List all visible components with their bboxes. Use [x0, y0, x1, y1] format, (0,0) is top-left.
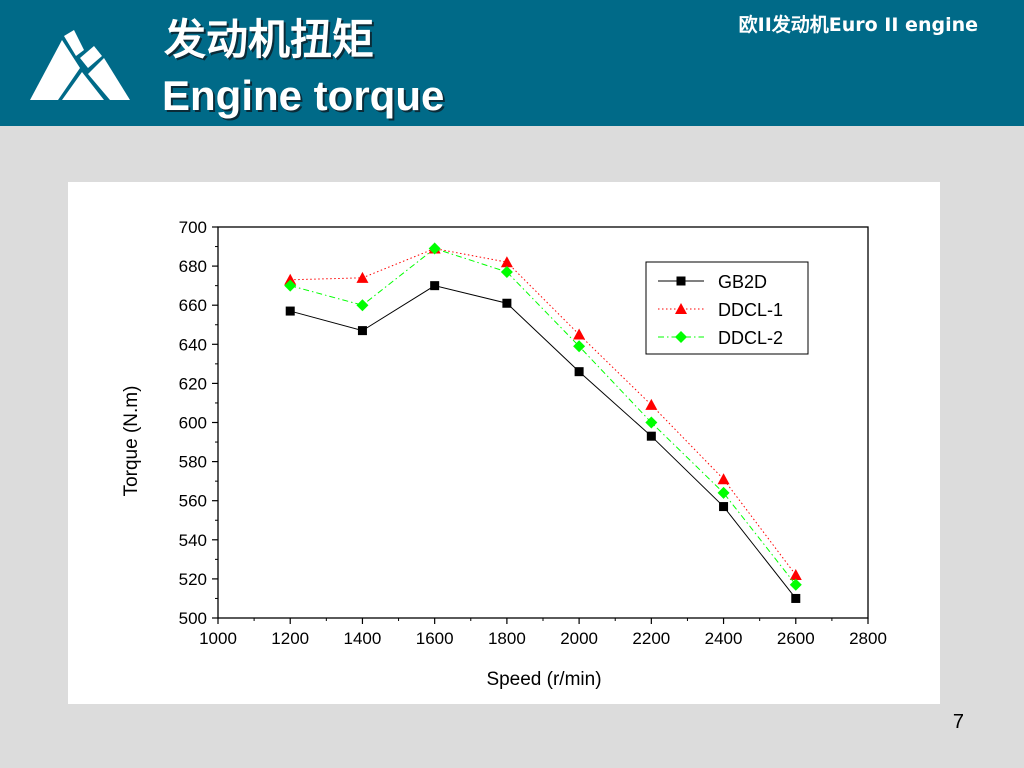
x-tick-label: 2000	[560, 629, 598, 648]
company-logo-icon	[30, 30, 130, 100]
torque-chart: 1000 1200 1400 1600 1800 2000 2200 2400 2600 2800…	[121, 218, 887, 690]
y-tick-label: 540	[179, 531, 207, 550]
data-point-ddcl-1	[789, 568, 802, 580]
data-point-ddcl-2	[717, 486, 730, 499]
x-tick-label: 1400	[344, 629, 382, 648]
legend-marker-ddcl-2	[675, 331, 687, 343]
axes: 1000 1200 1400 1600 1800 2000 2200 2400 2600 2800…	[179, 218, 887, 648]
series-group	[284, 242, 802, 603]
data-point-gb2d	[791, 593, 801, 603]
data-point-ddcl-2	[356, 299, 369, 312]
y-tick-label: 560	[179, 492, 207, 511]
data-point-gb2d	[357, 326, 367, 336]
data-point-ddcl-2	[645, 416, 658, 429]
x-tick-label: 2400	[705, 629, 743, 648]
legend-marker-gb2d	[676, 276, 686, 286]
x-tick-label: 2800	[849, 629, 887, 648]
y-tick-label: 700	[179, 218, 207, 237]
legend: GB2D DDCL-1 DDCL-2	[645, 261, 809, 355]
data-point-ddcl-2	[573, 340, 586, 353]
series-line-gb2d	[290, 285, 797, 599]
x-tick-label: 1600	[416, 629, 454, 648]
y-tick-label: 600	[179, 414, 207, 433]
series-line-ddcl-1	[290, 247, 797, 576]
y-tick-label: 580	[179, 453, 207, 472]
page-number: 7	[952, 711, 964, 733]
data-point-ddcl-1	[356, 271, 369, 283]
legend-label-ddcl-1: DDCL-1	[718, 300, 783, 320]
data-point-ddcl-1	[284, 273, 297, 285]
data-point-ddcl-2	[789, 578, 802, 591]
slide-title-english: Engine torque	[162, 72, 445, 119]
x-tick-label: 2600	[777, 629, 815, 648]
legend-label-ddcl-2: DDCL-2	[718, 328, 783, 348]
slide-header: 发动机扭矩 Engine torque 欧II发动机Euro II engine	[0, 0, 1024, 126]
data-point-ddcl-1	[573, 328, 586, 340]
data-point-gb2d	[430, 281, 440, 291]
y-tick-label: 520	[179, 570, 207, 589]
data-point-ddcl-1	[645, 398, 658, 410]
data-point-ddcl-1	[717, 473, 730, 485]
x-tick-label: 1200	[271, 629, 309, 648]
data-point-gb2d	[719, 502, 729, 512]
x-tick-label: 1000	[199, 629, 237, 648]
series-line-ddcl-2	[290, 247, 797, 586]
data-point-ddcl-2	[500, 265, 513, 278]
legend-label-gb2d: GB2D	[718, 272, 767, 292]
y-tick-label: 640	[179, 335, 207, 354]
slide-title-chinese: 发动机扭矩	[164, 15, 375, 64]
y-tick-label: 500	[179, 609, 207, 628]
x-tick-label: 2200	[632, 629, 670, 648]
y-tick-label: 620	[179, 374, 207, 393]
x-tick-label: 1800	[488, 629, 526, 648]
data-point-gb2d	[646, 431, 656, 441]
chart-panel: 1000 1200 1400 1600 1800 2000 2200 2400 2600 2800…	[68, 182, 940, 704]
data-point-gb2d	[502, 298, 512, 308]
data-point-ddcl-2	[428, 242, 441, 255]
legend-marker-ddcl-1	[675, 303, 687, 314]
y-axis-label: Torque (N.m)	[121, 386, 142, 497]
x-axis-label: Speed (r/min)	[486, 669, 601, 690]
header-corner-label: 欧II发动机Euro II engine	[738, 14, 978, 36]
data-point-ddcl-1	[500, 256, 513, 268]
data-point-gb2d	[285, 306, 295, 316]
legend-box	[645, 261, 809, 355]
data-point-gb2d	[574, 367, 584, 377]
y-tick-label: 660	[179, 296, 207, 315]
data-point-ddcl-2	[284, 279, 297, 292]
y-tick-label: 680	[179, 257, 207, 276]
